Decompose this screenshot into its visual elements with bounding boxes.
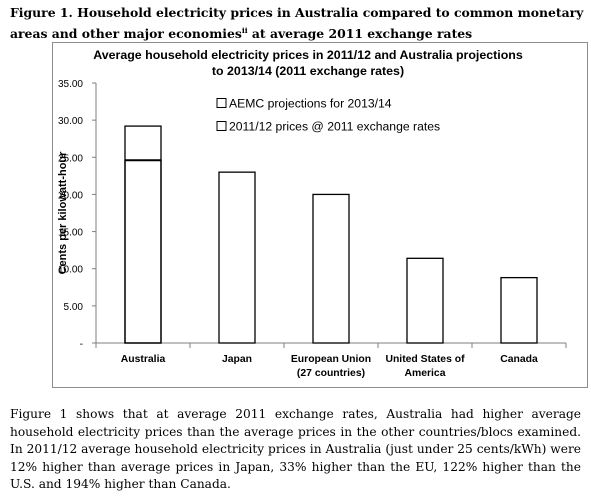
bar-2011-12-price [500,276,538,344]
bar-2011-12-price [406,257,444,344]
y-tick-label: 15.00 [58,228,83,239]
x-category-label: European Union [291,354,371,365]
bar-chart: Average household electricity prices in … [57,48,567,379]
y-tick-label: 20.00 [58,190,83,201]
x-category-label: Japan [222,354,252,365]
y-tick-label: 10.00 [58,265,83,276]
figure-title-tail: at average 2011 exchange rates [247,26,473,42]
y-tick-label: 5.00 [64,302,84,313]
x-category-label: United States of [385,354,465,365]
legend-swatch [216,98,227,108]
x-category-label: Canada [500,354,538,365]
x-category-label-line2: (27 countries) [297,368,365,379]
bar-2011-12-price [218,171,256,344]
chart-title-line1: Average household electricity prices in … [93,48,523,62]
legend-swatch [216,121,227,131]
paragraph-text: Figure 1 shows that at average 2011 exch… [10,407,581,491]
chart-title-line2: to 2013/14 (2011 exchange rates) [212,64,404,78]
bar-aemc-projection [124,125,162,344]
figure-caption: Figure 1. Household electricity prices i… [10,4,585,43]
figure-title: Figure 1. Household electricity prices i… [10,5,584,42]
bar-2011-12-price [312,193,350,344]
legend-label: 2011/12 prices @ 2011 exchange rates [229,120,440,134]
legend-label: AEMC projections for 2013/14 [229,97,392,111]
body-paragraph: Figure 1 shows that at average 2011 exch… [10,406,581,494]
chart-frame [52,42,588,388]
x-category-label: Australia [121,354,166,365]
y-tick-label: 25.00 [58,153,83,164]
footnote-marker: ii [241,26,248,35]
y-axis-title: Cents per kilowatt-hour [57,151,69,275]
y-tick-label: 30.00 [58,116,83,127]
y-tick-label: - [80,339,83,350]
x-category-label-line2: America [404,368,445,379]
y-tick-label: 35.00 [58,79,83,90]
